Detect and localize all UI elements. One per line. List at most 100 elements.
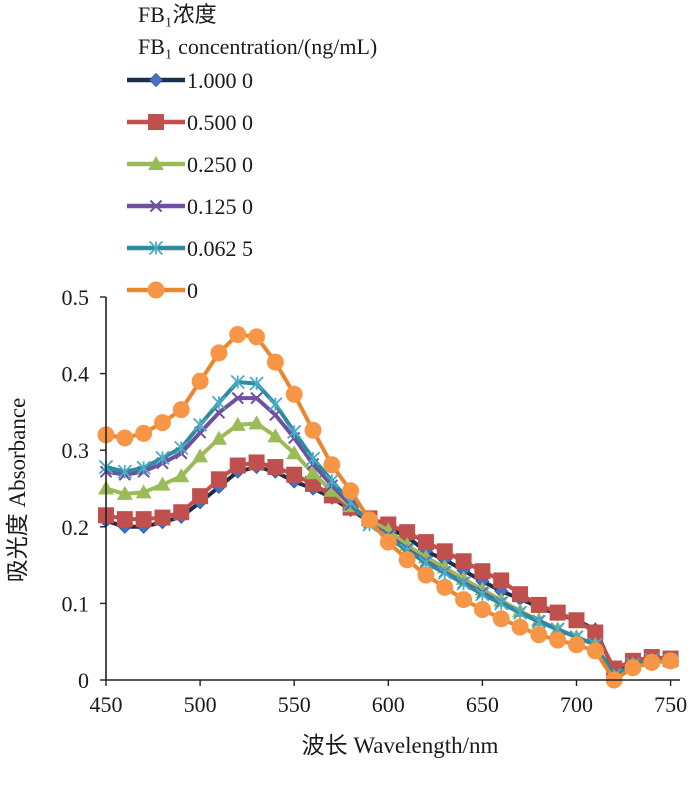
x-tick-label: 650	[466, 692, 499, 717]
data-point	[662, 652, 680, 670]
legend-items: 1.000 0 0.500 0 0.250 0 0.125 0 0.062 5 0	[127, 68, 253, 303]
data-point	[248, 415, 265, 430]
data-point	[474, 563, 491, 580]
data-point	[135, 484, 152, 499]
data-point	[455, 553, 472, 570]
data-point	[250, 391, 263, 405]
data-point	[116, 429, 134, 447]
legend-title-line2: FB₁ concentration/(ng/mL)	[138, 34, 377, 59]
y-tick-label: 0	[78, 668, 89, 693]
data-point	[249, 376, 264, 391]
y-tick-label: 0.2	[62, 515, 90, 540]
data-point	[492, 610, 510, 628]
data-point	[587, 624, 604, 641]
x-tick-label: 600	[372, 692, 405, 717]
y-tick-label: 0.3	[62, 438, 90, 463]
data-point	[172, 401, 190, 419]
data-point	[305, 451, 321, 466]
data-point	[285, 385, 303, 403]
data-point	[493, 572, 510, 589]
data-point	[229, 326, 247, 344]
legend-label: 0.250 0	[187, 152, 253, 177]
x-tick-label: 700	[560, 692, 593, 717]
legend-swatch-marker	[148, 72, 164, 88]
data-point	[436, 578, 454, 596]
data-point	[173, 504, 190, 521]
legend-swatch-marker	[149, 199, 163, 213]
x-tick-label: 450	[90, 692, 123, 717]
legend-item-4: 0.062 5	[127, 236, 253, 261]
data-point	[494, 596, 509, 611]
y-tick-label: 0.5	[62, 285, 90, 310]
data-point	[135, 511, 152, 528]
data-point	[231, 391, 244, 405]
y-axis-ticks: 0 0.1 0.2 0.3 0.4 0.5	[62, 285, 106, 693]
data-point	[286, 445, 303, 460]
data-point	[437, 565, 452, 580]
data-point	[399, 524, 416, 541]
legend-label: 0.125 0	[187, 194, 253, 219]
data-point	[549, 604, 566, 621]
data-point	[398, 551, 416, 569]
data-point	[305, 475, 322, 492]
data-point	[267, 459, 284, 476]
data-point	[173, 468, 190, 483]
data-point	[512, 605, 528, 620]
data-point	[304, 421, 322, 439]
data-point	[116, 511, 133, 528]
data-point	[643, 653, 661, 671]
data-point	[117, 464, 132, 479]
data-point	[192, 488, 209, 505]
data-point	[456, 576, 471, 591]
data-point	[116, 485, 133, 500]
data-point	[379, 533, 397, 551]
data-point	[174, 440, 189, 456]
data-point	[323, 482, 340, 497]
data-point	[530, 596, 547, 613]
x-axis-label: 波长 Wavelength/nm	[302, 733, 499, 758]
data-point	[360, 511, 378, 529]
x-axis-ticks: 450 500 550 600 650 700 750	[90, 680, 687, 717]
data-point	[455, 591, 473, 609]
data-point	[192, 417, 208, 433]
legend-item-1: 0.500 0	[127, 110, 253, 135]
data-point	[135, 424, 153, 442]
data-point	[229, 457, 246, 474]
y-tick-label: 0.1	[62, 591, 90, 616]
legend-label: 0	[187, 278, 198, 303]
data-point	[191, 372, 209, 390]
series-line	[105, 460, 671, 671]
data-point	[586, 642, 604, 660]
data-point	[417, 566, 435, 584]
y-axis-label: 吸光度 Absorbance	[5, 398, 30, 583]
data-point	[323, 456, 341, 474]
data-point	[229, 416, 246, 431]
data-point	[324, 473, 339, 488]
data-point	[268, 397, 283, 412]
data-point	[248, 454, 265, 471]
legend-item-5: 0	[127, 278, 198, 303]
data-point	[512, 586, 529, 603]
data-point	[210, 471, 227, 488]
data-point	[511, 618, 529, 636]
legend-item-3: 0.125 0	[127, 194, 253, 219]
data-point	[154, 509, 171, 526]
series-5	[97, 326, 680, 689]
legend-swatch-marker	[148, 114, 164, 130]
legend-swatch-marker	[147, 281, 165, 299]
data-point	[567, 636, 585, 654]
legend-label: 1.000 0	[187, 68, 253, 93]
plot-area: 450 500 550 600 650 700 750 0 0.1 0.2 0.3 0.4 0.5	[62, 285, 688, 717]
data-point	[287, 424, 302, 439]
data-point	[155, 450, 170, 465]
legend-title-line1: FB₁浓度	[138, 2, 217, 27]
legend-swatch-marker	[148, 156, 164, 170]
legend-swatch-marker	[148, 240, 164, 256]
data-point	[136, 460, 151, 475]
data-point	[211, 395, 227, 410]
data-point	[549, 631, 567, 649]
y-tick-label: 0.4	[62, 362, 90, 387]
data-point	[192, 448, 209, 463]
data-point	[267, 428, 284, 443]
